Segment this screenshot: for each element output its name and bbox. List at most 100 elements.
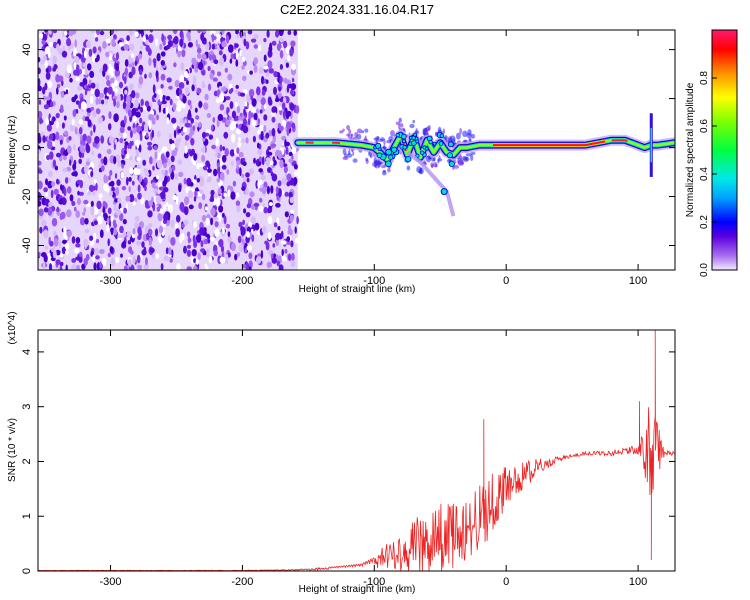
- noise-blob: [207, 168, 212, 173]
- noise-blob: [112, 219, 117, 226]
- noise-blob: [279, 37, 284, 43]
- noise-blob: [90, 170, 94, 178]
- noise-blob: [126, 35, 130, 42]
- noise-blob: [178, 82, 185, 89]
- noise-blob: [283, 166, 288, 174]
- noise-blob: [130, 250, 134, 255]
- noise-blob: [241, 186, 246, 191]
- noise-blob: [75, 210, 80, 219]
- noise-blob: [71, 264, 77, 270]
- noise-blob: [225, 119, 231, 126]
- noise-blob: [52, 55, 58, 64]
- noise-blob: [272, 243, 276, 248]
- noise-blob: [65, 264, 68, 270]
- noise-blob: [186, 80, 189, 86]
- noise-blob: [267, 261, 272, 268]
- noise-blob: [102, 206, 106, 214]
- ridge-scatter: [375, 136, 380, 141]
- noise-blob: [242, 75, 247, 82]
- noise-blob: [196, 87, 201, 94]
- noise-blob: [248, 110, 252, 120]
- noise-blob: [206, 266, 209, 270]
- noise-blob: [77, 190, 80, 196]
- noise-blob: [144, 172, 150, 177]
- noise-blob: [76, 264, 80, 270]
- ridge-scatter: [453, 164, 460, 169]
- noise-blob: [113, 156, 117, 165]
- noise-blob: [196, 47, 202, 54]
- noise-blob: [156, 159, 163, 169]
- ridge-blob: [446, 152, 453, 159]
- noise-blob: [81, 263, 86, 270]
- noise-blob: [168, 204, 174, 214]
- noise-blob: [253, 57, 258, 65]
- noise-blob: [93, 220, 98, 225]
- noise-blob: [235, 123, 239, 128]
- noise-blob: [213, 250, 218, 257]
- noise-blob: [261, 75, 265, 85]
- noise-blob: [58, 199, 64, 205]
- noise-blob: [257, 129, 261, 135]
- noise-blob: [249, 70, 253, 75]
- y-tick-label: 3: [21, 404, 33, 410]
- noise-blob: [110, 215, 113, 223]
- noise-blob: [210, 217, 214, 226]
- noise-blob: [205, 206, 208, 211]
- noise-blob: [210, 30, 216, 36]
- noise-blob: [114, 30, 119, 33]
- noise-blob: [174, 79, 180, 88]
- noise-blob: [263, 114, 268, 121]
- noise-blob: [216, 162, 220, 168]
- noise-blob: [148, 72, 153, 79]
- ridge-scatter: [399, 123, 404, 128]
- noise-blob: [56, 178, 59, 185]
- y-tick-label: 0: [21, 144, 33, 150]
- noise-blob: [290, 83, 297, 91]
- noise-blob: [161, 33, 164, 43]
- noise-blob: [64, 31, 68, 36]
- noise-blob: [275, 232, 281, 240]
- noise-blob: [179, 201, 185, 211]
- noise-blob: [242, 219, 246, 225]
- noise-blob: [128, 185, 131, 193]
- noise-blob: [95, 97, 99, 106]
- noise-blob: [275, 238, 279, 247]
- noise-blob: [222, 146, 225, 151]
- noise-blob: [89, 235, 94, 241]
- noise-blob: [271, 106, 277, 113]
- noise-blob: [63, 187, 67, 197]
- noise-blob: [263, 206, 268, 214]
- noise-blob: [117, 234, 123, 239]
- noise-blob: [146, 232, 150, 241]
- noise-blob: [138, 76, 144, 85]
- ridge-scatter: [423, 128, 429, 136]
- noise-blob: [135, 148, 139, 158]
- noise-blob: [46, 124, 53, 132]
- noise-blob: [285, 146, 289, 155]
- noise-blob: [228, 89, 233, 94]
- noise-blob: [191, 249, 197, 257]
- noise-blob: [129, 156, 133, 161]
- noise-blob: [183, 152, 189, 159]
- noise-blob: [126, 95, 131, 103]
- noise-blob: [134, 60, 138, 66]
- noise-blob: [134, 31, 139, 38]
- noise-blob: [216, 44, 220, 51]
- noise-blob: [227, 73, 233, 81]
- spectrogram-frame: [37, 29, 676, 271]
- noise-blob: [84, 68, 89, 76]
- noise-blob: [235, 84, 239, 89]
- noise-blob: [114, 68, 121, 78]
- noise-blob: [216, 119, 220, 128]
- noise-blob: [225, 96, 231, 101]
- noise-blob: [208, 255, 213, 264]
- noise-blob: [74, 94, 78, 100]
- noise-blob: [107, 86, 113, 95]
- noise-blob: [105, 75, 110, 81]
- noise-blob: [200, 240, 204, 248]
- noise-blob: [252, 135, 256, 143]
- noise-blob: [106, 217, 110, 225]
- noise-blob: [283, 40, 288, 49]
- noise-blob: [69, 124, 75, 132]
